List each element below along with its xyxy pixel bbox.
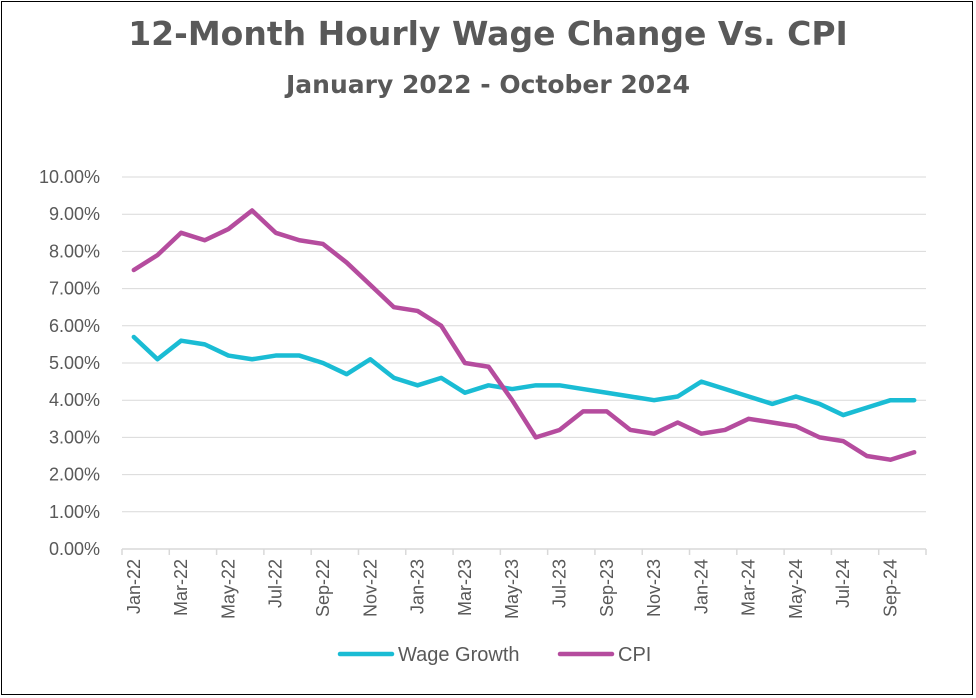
x-tick-label: Jan-23 — [408, 559, 428, 614]
y-tick-label: 6.00% — [49, 316, 100, 336]
x-tick-label: Jul-24 — [833, 559, 853, 608]
chart-subtitle: January 2022 - October 2024 — [286, 70, 690, 99]
legend: Wage Growth CPI — [337, 644, 651, 666]
x-tick-label: Sep-24 — [881, 559, 901, 617]
x-tick-label: Mar-22 — [171, 559, 191, 616]
legend-label: CPI — [618, 644, 651, 666]
y-tick-label: 10.00% — [39, 167, 100, 187]
y-tick-label: 7.00% — [49, 279, 100, 299]
x-tick-label: Mar-23 — [455, 559, 475, 616]
y-tick-label: 1.00% — [49, 502, 100, 522]
x-tick-label: May-22 — [218, 559, 238, 619]
x-tick-label: May-23 — [502, 559, 522, 619]
x-tick-label: Sep-23 — [597, 559, 617, 617]
y-tick-label: 3.00% — [49, 427, 100, 447]
series-line-cpi — [131, 208, 917, 462]
y-tick-label: 4.00% — [49, 390, 100, 410]
x-tick-label: Jan-22 — [124, 559, 144, 614]
legend-label: Wage Growth — [398, 644, 520, 666]
x-tick-label: Sep-22 — [313, 559, 333, 617]
y-tick-label: 8.00% — [49, 241, 100, 261]
x-tick-label: Jan-24 — [691, 559, 711, 614]
x-tick-label: Jul-22 — [266, 559, 286, 608]
x-tick-label: May-24 — [786, 559, 806, 619]
series-line-wage-growth — [131, 334, 917, 418]
y-tick-label: 0.00% — [49, 539, 100, 559]
gridlines — [122, 176, 926, 513]
chart-title: 12-Month Hourly Wage Change Vs. CPI — [128, 14, 848, 53]
y-tick-label: 2.00% — [49, 465, 100, 485]
x-tick-label: Nov-22 — [360, 559, 380, 617]
y-tick-label: 5.00% — [49, 353, 100, 373]
y-axis-ticks: 0.00% 1.00% 2.00% 3.00% 4.00% 5.00% 6.00% 7.00%… — [39, 167, 100, 559]
x-tick-label: Jul-23 — [549, 559, 569, 608]
x-tick-label: Mar-24 — [739, 559, 759, 616]
y-tick-label: 9.00% — [49, 204, 100, 224]
x-axis: Jan-22 Mar-22 May-22 Jul-22 Sep-22 Nov-22 Jan-… — [121, 548, 927, 619]
x-tick-label: Nov-23 — [644, 559, 664, 617]
series-lines — [131, 208, 917, 462]
